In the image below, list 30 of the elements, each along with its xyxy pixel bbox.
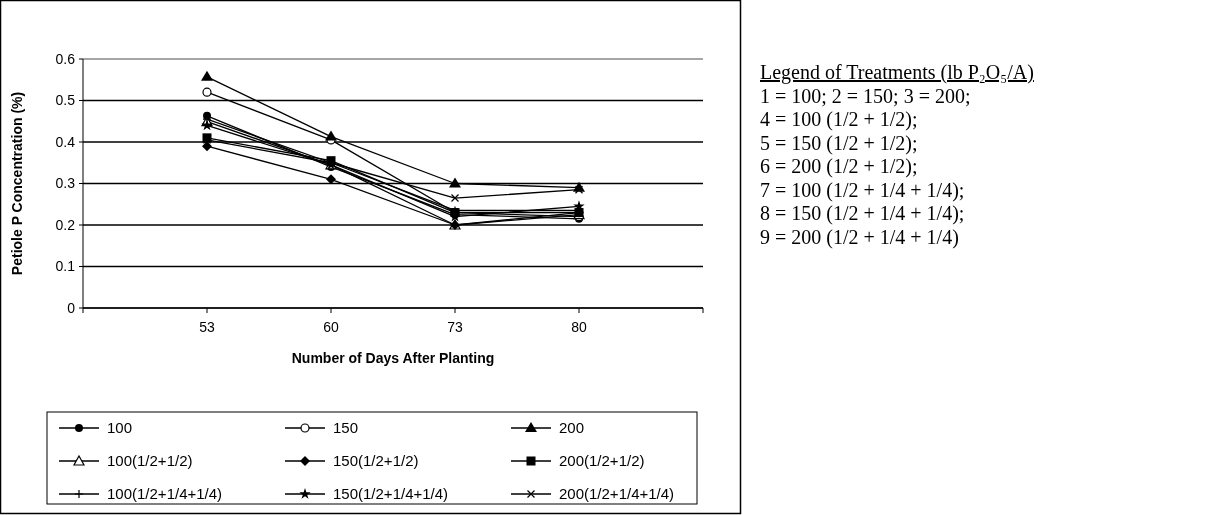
text: 1 = 100; 2 = 150; 3 = 200; <box>760 84 971 107</box>
legend-label: 200(1/2+1/2) <box>559 452 645 470</box>
x-tick-label: 53 <box>199 319 215 335</box>
text: 5 = 150 (1/2 + 1/2); <box>760 131 918 155</box>
y-tick-label: 0.6 <box>55 50 76 67</box>
legend-label: 200(1/2+1/4+1/4) <box>559 485 675 503</box>
x-axis-title: Number of Days After Planting <box>291 350 495 366</box>
x-tick-label: 60 <box>323 319 339 335</box>
x-tick-label: 80 <box>571 319 587 335</box>
y-tick-label: 0.3 <box>55 175 76 192</box>
legend-label: 100(1/2+1/4+1/4) <box>107 485 223 503</box>
legend-label: 150(1/2+1/4+1/4) <box>333 485 449 503</box>
legend-label: 150(1/2+1/2) <box>333 452 419 470</box>
text: Legend of Treatments (lb P₂O₅/A) <box>760 61 1034 84</box>
y-tick-label: 0.4 <box>55 133 76 150</box>
y-tick-label: 0.1 <box>55 258 76 275</box>
y-axis-title: Petiole P Concentration (%) <box>9 91 25 276</box>
legend-label: 100(1/2+1/2) <box>107 452 193 470</box>
legend-label: 100 <box>107 419 133 437</box>
text: 8 = 150 (1/2 + 1/4 + 1/4); <box>760 202 965 225</box>
text: 6 = 200 (1/2 + 1/2); <box>760 155 918 178</box>
y-tick-label: 0.2 <box>55 216 76 233</box>
text: 7 = 100 (1/2 + 1/4 + 1/4); <box>760 178 965 202</box>
legend-label: 150 <box>333 419 359 437</box>
x-tick-label: 73 <box>447 319 463 335</box>
text: 4 = 100 (1/2 + 1/2); <box>760 108 918 131</box>
text: 9 = 200 (1/2 + 1/4 + 1/4) <box>760 225 959 249</box>
y-tick-label: 0 <box>67 299 76 316</box>
legend-label: 200 <box>559 419 585 437</box>
y-tick-label: 0.5 <box>55 92 76 109</box>
